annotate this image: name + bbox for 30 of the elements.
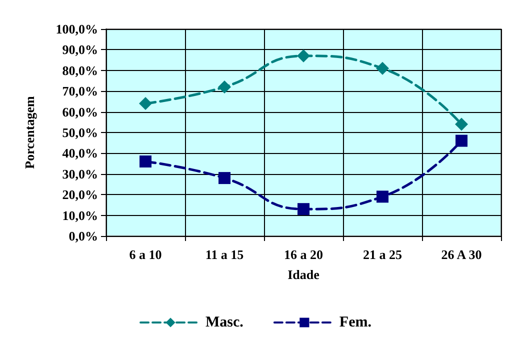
y-tick-label: 60,0% <box>62 104 98 120</box>
point <box>376 190 388 203</box>
point <box>139 97 152 110</box>
point <box>298 203 310 216</box>
x-tick-label: 26 A 30 <box>441 247 482 262</box>
x-tick-label: 21 a 25 <box>363 247 402 262</box>
legend-label: Masc. <box>206 314 244 330</box>
point <box>297 49 310 62</box>
point <box>140 155 152 168</box>
y-axis-title: Porcentagem <box>22 96 37 169</box>
legend-label: Fem. <box>339 314 372 330</box>
point <box>456 134 468 147</box>
y-tick-label: 80,0% <box>62 62 98 78</box>
y-tick-label: 0,0% <box>68 228 98 244</box>
point <box>376 62 389 75</box>
y-tick-label: 100,0% <box>56 22 98 36</box>
point <box>218 80 231 94</box>
point <box>218 172 230 184</box>
y-tick-label: 20,0% <box>62 187 98 202</box>
y-tick-label: 30,0% <box>62 166 98 182</box>
point <box>455 118 468 131</box>
x-tick-label: 16 a 20 <box>284 247 323 262</box>
y-tick-label: 40,0% <box>62 146 98 161</box>
y-tick-label: 10,0% <box>62 208 98 223</box>
x-axis-title: Idade <box>288 267 320 282</box>
x-tick-label: 6 a 10 <box>129 247 162 262</box>
y-tick-label: 70,0% <box>62 84 98 99</box>
x-tick-label: 11 a 15 <box>205 247 244 262</box>
y-tick-label: 50,0% <box>62 125 98 140</box>
y-tick-label: 90,0% <box>62 42 98 58</box>
